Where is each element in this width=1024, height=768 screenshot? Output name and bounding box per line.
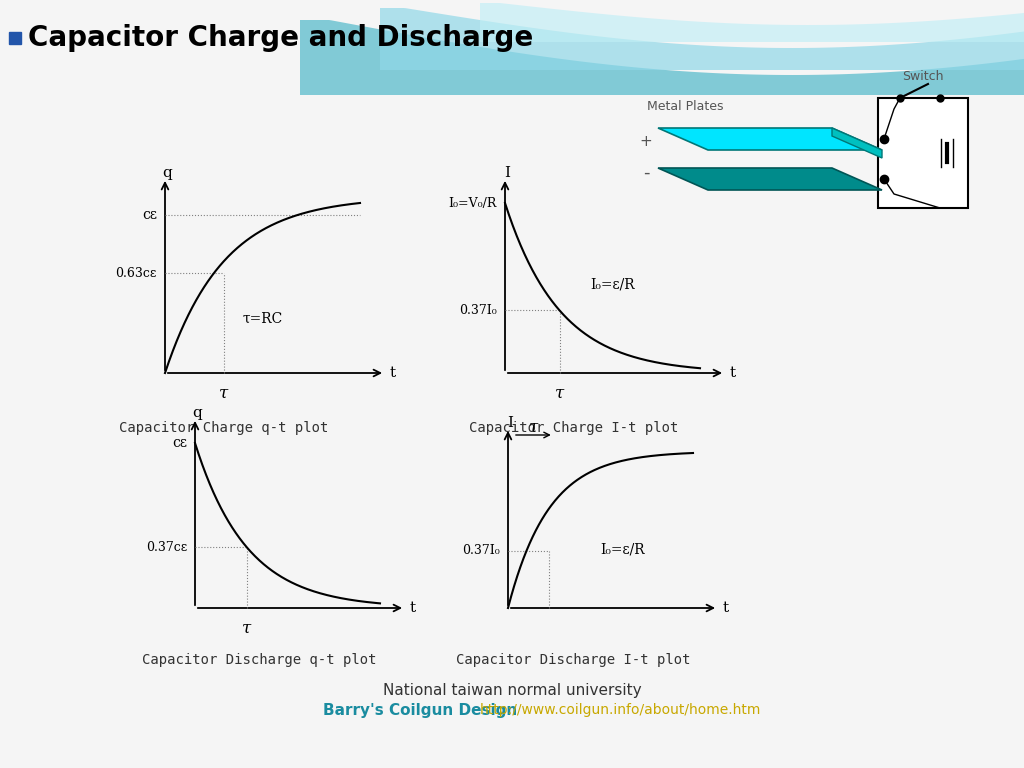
- Polygon shape: [300, 20, 1024, 95]
- Text: Capacitor Charge q-t plot: Capacitor Charge q-t plot: [119, 421, 328, 435]
- Text: Switch: Switch: [902, 69, 944, 82]
- Bar: [878, 98, 968, 208]
- Text: q: q: [193, 406, 202, 420]
- Polygon shape: [480, 3, 1024, 42]
- Polygon shape: [658, 128, 882, 150]
- Text: t: t: [390, 366, 396, 380]
- Text: I₀=ε/R: I₀=ε/R: [600, 542, 645, 556]
- Text: 0.37cε: 0.37cε: [145, 541, 187, 554]
- Polygon shape: [380, 8, 1024, 70]
- Text: I: I: [504, 166, 510, 180]
- Text: Capacitor Discharge q-t plot: Capacitor Discharge q-t plot: [142, 653, 377, 667]
- Text: -: -: [643, 164, 649, 182]
- Text: Capacitor Charge and Discharge: Capacitor Charge and Discharge: [28, 24, 534, 52]
- Text: National taiwan normal university: National taiwan normal university: [383, 683, 641, 697]
- Text: τ: τ: [242, 620, 252, 637]
- Text: τ: τ: [555, 385, 564, 402]
- Polygon shape: [658, 168, 882, 190]
- Text: -: -: [958, 163, 964, 177]
- Text: τ=RC: τ=RC: [243, 312, 283, 326]
- Text: 0.37I₀: 0.37I₀: [459, 304, 497, 317]
- Text: Battery: Battery: [896, 147, 942, 160]
- Text: I₀=ε/R: I₀=ε/R: [590, 277, 635, 292]
- Polygon shape: [831, 128, 882, 158]
- Text: Capacitor Charge I-t plot: Capacitor Charge I-t plot: [469, 421, 678, 435]
- Text: 0.37I₀: 0.37I₀: [462, 545, 500, 557]
- Text: τ: τ: [528, 419, 538, 435]
- Text: +: +: [956, 131, 966, 141]
- Text: 0.63cε: 0.63cε: [116, 266, 157, 280]
- Text: Capacitor Discharge I-t plot: Capacitor Discharge I-t plot: [456, 653, 690, 667]
- Text: +: +: [640, 134, 652, 150]
- Text: cε: cε: [172, 436, 187, 450]
- Text: I₀=V₀/R: I₀=V₀/R: [449, 197, 497, 210]
- Text: t: t: [730, 366, 736, 380]
- Text: q: q: [162, 166, 172, 180]
- Text: Metal Plates: Metal Plates: [647, 100, 723, 113]
- Text: t: t: [723, 601, 729, 615]
- Text: Barry's Coilgun Design: Barry's Coilgun Design: [323, 703, 517, 717]
- Text: I: I: [507, 416, 513, 430]
- Text: t: t: [410, 601, 416, 615]
- Text: http://www.coilgun.info/about/home.htm: http://www.coilgun.info/about/home.htm: [479, 703, 761, 717]
- Text: τ: τ: [219, 385, 228, 402]
- Text: cε: cε: [142, 208, 157, 222]
